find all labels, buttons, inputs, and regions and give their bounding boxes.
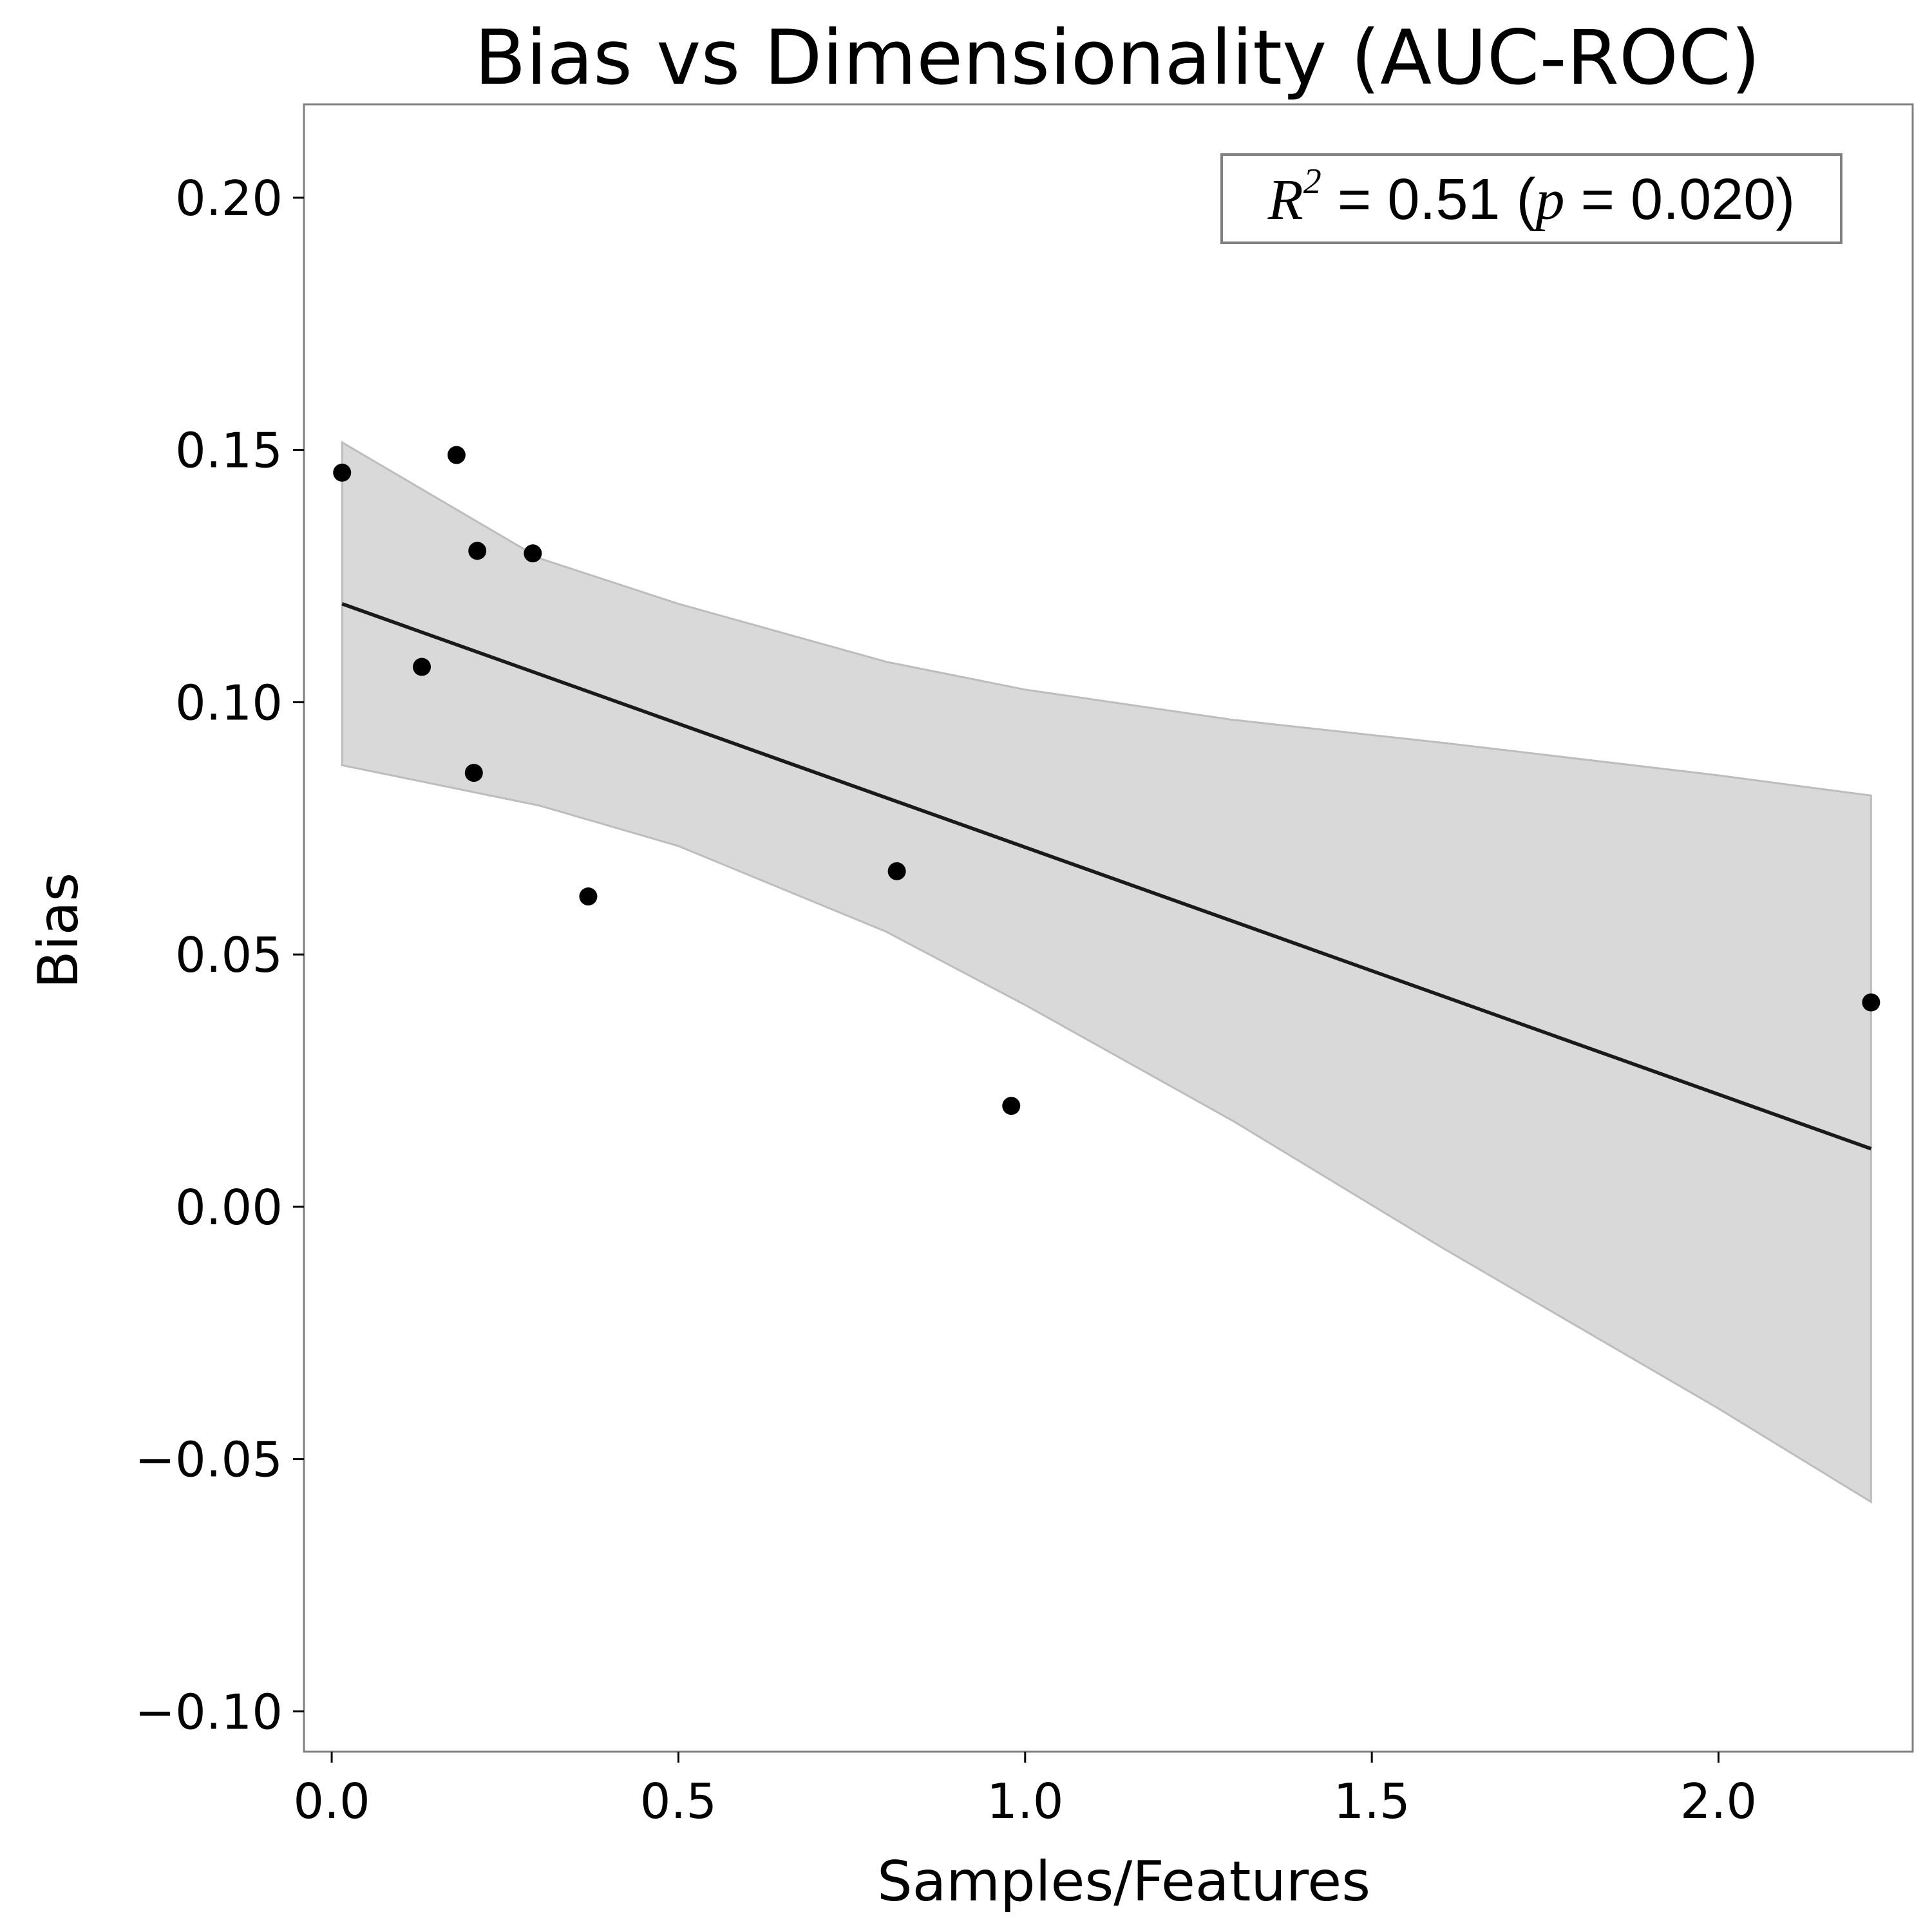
- y-tick-label: −0.05: [135, 1432, 283, 1488]
- data-point: [333, 463, 352, 482]
- y-axis-label: Bias: [26, 873, 91, 989]
- r-exponent: 2: [1303, 162, 1321, 202]
- data-point: [887, 862, 906, 880]
- data-point: [579, 887, 598, 906]
- x-tick-label: 1.0: [987, 1773, 1063, 1830]
- p-symbol: p: [1531, 168, 1564, 232]
- chart-title: Bias vs Dimensionality (AUC-ROC): [475, 14, 1761, 102]
- data-point: [1002, 1097, 1021, 1115]
- x-tick-label: 0.5: [640, 1773, 717, 1830]
- y-tick-label: 0.00: [175, 1179, 283, 1236]
- p-value: = 0.020): [1564, 167, 1795, 232]
- y-tick-label: 0.15: [175, 422, 283, 479]
- r-squared-annotation: R2 = 0.51 (p = 0.020): [1220, 153, 1842, 244]
- x-axis-label: Samples/Features: [877, 1850, 1370, 1914]
- plot-area: [303, 103, 1914, 1753]
- y-tick-label: 0.05: [175, 927, 283, 983]
- annotation-box: [1220, 153, 1842, 244]
- y-tick-label: 0.10: [175, 674, 283, 731]
- y-tick-label: 0.20: [175, 170, 283, 227]
- data-points: [333, 446, 1880, 1115]
- data-point: [468, 542, 487, 560]
- regression-line: [341, 602, 1872, 1151]
- data-point: [447, 446, 466, 464]
- r-symbol: R: [1267, 168, 1303, 232]
- x-tick-label: 1.5: [1334, 1773, 1410, 1830]
- plot-frame: [303, 103, 1914, 1753]
- data-point: [1862, 993, 1880, 1012]
- x-tick-label: 2.0: [1680, 1773, 1757, 1830]
- y-tick-label: −0.10: [135, 1683, 283, 1740]
- confidence-band: [341, 440, 1872, 1504]
- r2-value: = 0.51 (: [1321, 167, 1536, 232]
- data-point: [524, 544, 542, 563]
- x-tick-label: 0.0: [293, 1773, 370, 1830]
- y-axis: 0.20 0.15 0.10 0.05 0.00 −0.05 −0.10: [135, 170, 304, 1740]
- data-point: [413, 658, 431, 676]
- x-axis: 0.0 0.5 1.0 1.5 2.0: [293, 1752, 1757, 1830]
- data-point: [464, 764, 483, 782]
- annotation-text: R2 = 0.51 (p = 0.020): [1267, 162, 1795, 232]
